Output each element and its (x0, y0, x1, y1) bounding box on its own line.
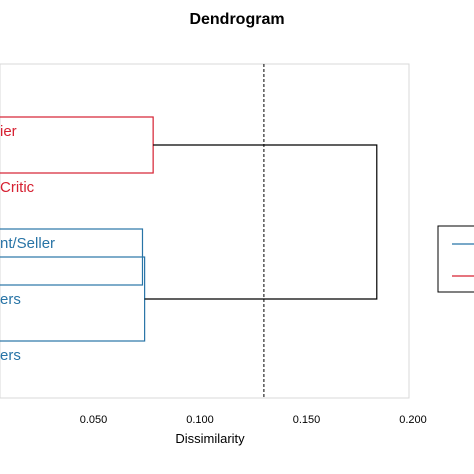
leaf-labels: ier Critic nt/Seller ers ers (0, 123, 55, 364)
legend-box (437, 225, 474, 293)
cluster-link (0, 256, 146, 342)
x-tick-label: 0.100 (186, 414, 214, 426)
x-tick-label: 0.200 (399, 414, 427, 426)
leaf-label: nt/Seller (0, 235, 55, 252)
x-tick-label: 0.150 (293, 414, 321, 426)
root-link (144, 144, 378, 300)
dendrogram-links (0, 116, 378, 342)
leaf-label: ier (0, 123, 17, 140)
chart-title: Dendrogram (189, 11, 284, 28)
x-tick-label: 0.050 (80, 414, 108, 426)
plot-area (0, 63, 410, 399)
cluster-link (0, 116, 154, 174)
x-axis-label: Dissimilarity (175, 431, 245, 446)
leaf-label: ers (0, 291, 21, 308)
leaf-label: Critic (0, 179, 35, 196)
leaf-label: ers (0, 347, 21, 364)
x-ticks: 0.050 0.100 0.150 0.200 (80, 414, 427, 426)
legend (437, 225, 474, 293)
